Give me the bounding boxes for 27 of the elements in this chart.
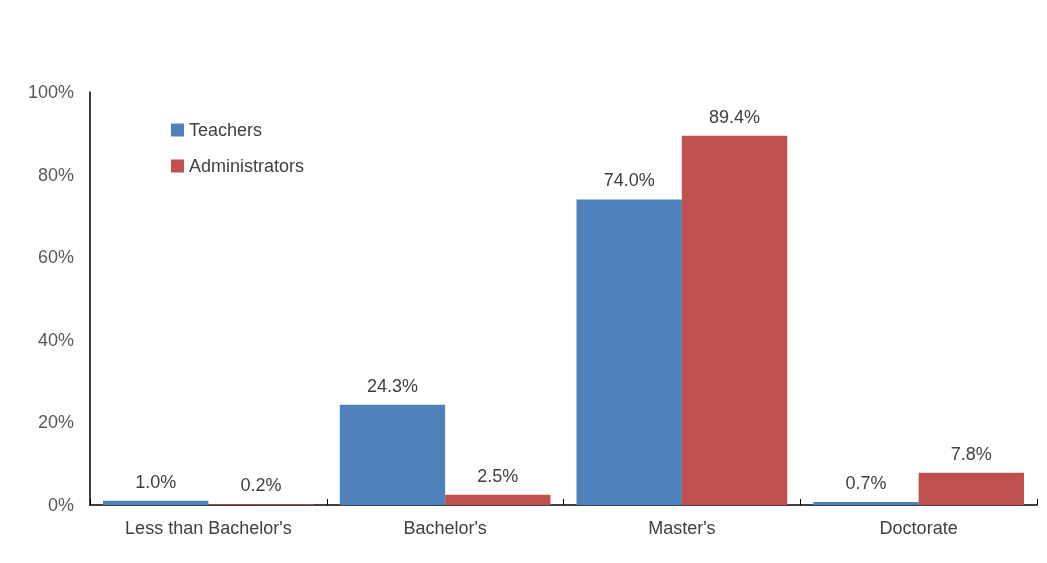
legend-label: Administrators <box>189 156 305 176</box>
bar <box>103 500 209 505</box>
bar <box>918 472 1024 505</box>
y-tick-label: 0% <box>47 495 74 515</box>
bar <box>445 494 551 505</box>
data-label: 24.3% <box>366 375 418 396</box>
legend-label: Teachers <box>189 120 263 140</box>
x-tick-label: Bachelor's <box>403 518 487 538</box>
data-label: 2.5% <box>477 465 519 486</box>
x-tick-label: Master's <box>648 518 716 538</box>
y-tick-label: 80% <box>37 164 74 185</box>
y-tick-label: 20% <box>37 412 74 433</box>
data-label: 7.8% <box>950 443 992 464</box>
data-label: 89.4% <box>709 106 761 127</box>
bar <box>813 502 919 505</box>
y-tick-label: 60% <box>37 247 74 268</box>
y-tick-label: 100% <box>27 82 74 102</box>
data-label: 0.7% <box>845 473 887 494</box>
x-tick-label: Less than Bachelor's <box>125 518 292 538</box>
bar <box>339 404 446 505</box>
y-tick-label: 40% <box>37 329 74 350</box>
data-label: 74.0% <box>603 170 655 191</box>
data-label: 0.2% <box>240 475 282 496</box>
bar <box>576 199 682 505</box>
data-label: 1.0% <box>135 471 177 492</box>
bar <box>681 135 788 505</box>
x-tick-label: Doctorate <box>879 518 958 538</box>
